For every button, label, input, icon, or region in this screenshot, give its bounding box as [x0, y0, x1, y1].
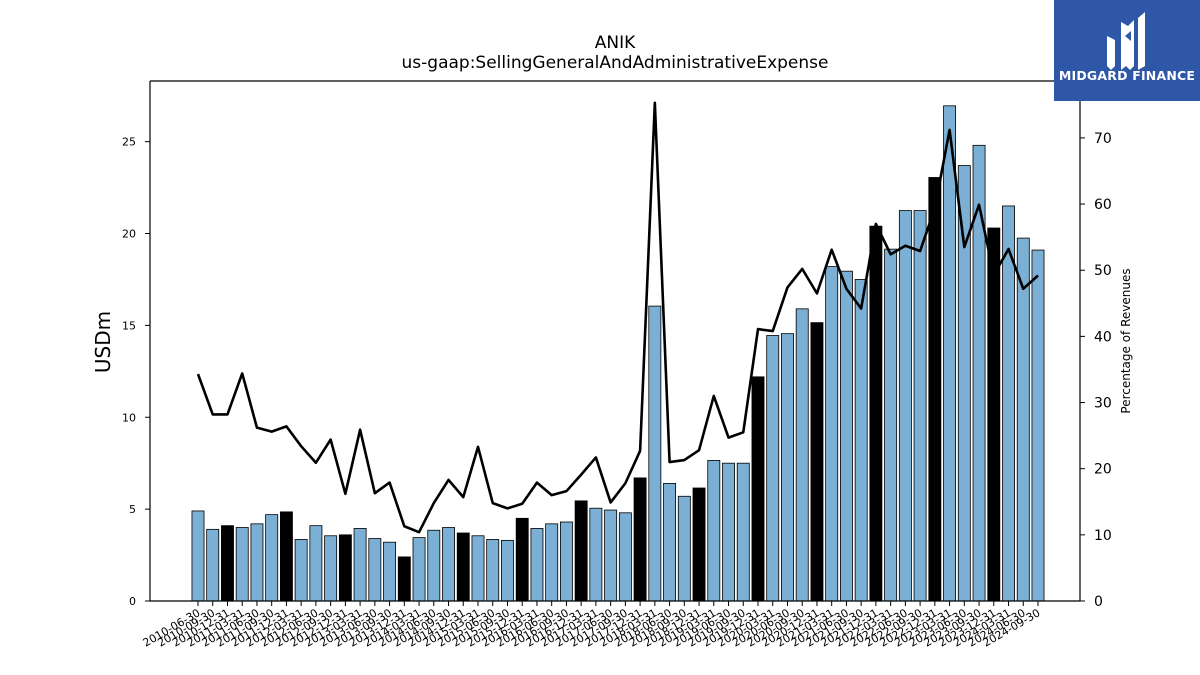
y2-tick-label: 50 — [1094, 263, 1112, 279]
bar — [456, 532, 470, 602]
bar — [677, 495, 691, 602]
bar — [353, 528, 367, 602]
y-tick-label: 15 — [122, 319, 136, 332]
bar — [618, 512, 632, 602]
chart-title: ANIK — [594, 33, 636, 53]
bar — [545, 523, 559, 602]
bar — [692, 487, 706, 602]
logo-mark-icon — [1107, 12, 1145, 70]
bar — [589, 507, 603, 602]
bar — [781, 333, 794, 602]
bar — [486, 539, 500, 602]
bar — [854, 279, 868, 602]
bar — [221, 525, 234, 602]
bar — [898, 210, 912, 602]
bar — [913, 210, 927, 602]
bar — [427, 529, 441, 602]
bar — [250, 523, 264, 602]
bar — [574, 500, 588, 602]
y-tick-label: 0 — [129, 595, 136, 608]
bar — [663, 482, 677, 602]
y2-tick-label: 20 — [1094, 462, 1112, 478]
bar — [294, 539, 308, 602]
bar — [1031, 249, 1045, 602]
y2-tick-label: 10 — [1094, 528, 1112, 544]
bar — [265, 514, 279, 602]
bar — [206, 528, 220, 602]
bar — [957, 165, 971, 602]
y-tick-label: 5 — [129, 503, 136, 516]
bar — [324, 535, 338, 602]
bar — [368, 538, 382, 602]
bar — [471, 535, 485, 602]
bar — [338, 534, 352, 602]
bar — [795, 308, 809, 602]
y2-tick-label: 30 — [1094, 396, 1112, 412]
bar — [943, 105, 957, 602]
bar — [442, 527, 455, 602]
bar — [884, 248, 898, 602]
y-axis-label: USDm — [91, 311, 115, 373]
bar — [604, 509, 618, 602]
bar — [530, 528, 544, 602]
bar — [722, 462, 735, 602]
bar — [191, 510, 205, 602]
bar — [751, 376, 765, 602]
bar — [501, 539, 514, 602]
y-tick-label: 10 — [122, 411, 136, 424]
bar — [825, 266, 839, 602]
bar — [928, 177, 942, 602]
bar — [412, 537, 426, 602]
logo-text: MIDGARD FINANCE — [1058, 68, 1196, 83]
bar — [736, 462, 750, 602]
series-line — [196, 101, 1039, 534]
bar — [707, 460, 721, 602]
bar — [515, 517, 529, 602]
y-tick-label: 20 — [122, 228, 136, 241]
y2-tick-label: 0 — [1094, 594, 1103, 610]
y2-tick-label: 60 — [1094, 197, 1112, 213]
bar — [766, 335, 780, 602]
bar — [279, 511, 293, 602]
y2-tick-label: 70 — [1094, 131, 1112, 147]
chart-subtitle: us-gaap:SellingGeneralAndAdministrativeE… — [401, 53, 829, 73]
bar — [648, 305, 662, 602]
bar — [839, 270, 853, 602]
y-tick-label: 25 — [122, 136, 136, 149]
bar — [235, 527, 249, 602]
bar — [869, 225, 883, 602]
y2-axis-label: Percentage of Revenues — [1119, 268, 1133, 413]
y2-tick-label: 40 — [1094, 329, 1112, 345]
bar — [309, 525, 323, 602]
bar — [987, 227, 1001, 602]
bar — [559, 521, 573, 602]
bar — [397, 556, 411, 602]
brand-logo: MIDGARD FINANCE — [1054, 0, 1200, 101]
bar — [1002, 205, 1015, 602]
bar — [810, 322, 824, 602]
bar — [633, 477, 647, 602]
bar — [1016, 237, 1030, 602]
bar — [383, 541, 397, 602]
